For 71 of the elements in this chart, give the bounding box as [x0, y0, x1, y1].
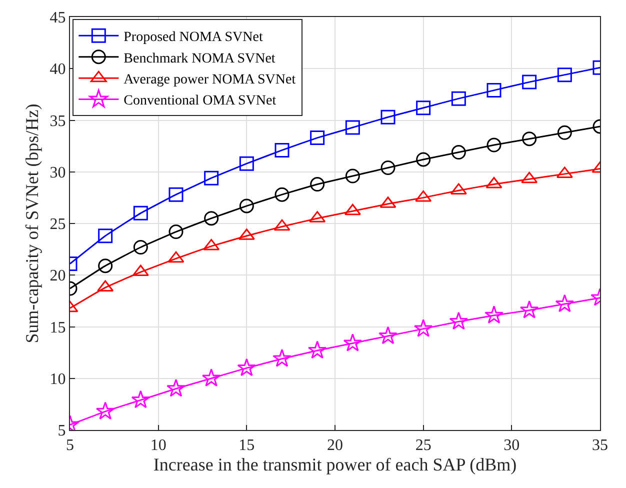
point — [416, 152, 431, 167]
point — [239, 198, 254, 214]
point — [449, 312, 468, 330]
y-tick-label: 25 — [50, 216, 66, 234]
legend-label: Benchmark NOMA SVNet — [124, 51, 276, 66]
point — [451, 145, 466, 160]
point — [168, 187, 184, 202]
point — [131, 390, 150, 408]
legend-label: Conventional OMA SVNet — [124, 94, 276, 109]
point — [98, 228, 113, 244]
point — [522, 74, 537, 90]
y-tick-label: 30 — [50, 164, 66, 182]
x-tick-label: 25 — [415, 437, 432, 454]
point — [97, 280, 114, 292]
x-tick-label: 10 — [150, 437, 166, 454]
y-tick-label: 10 — [50, 370, 66, 388]
point — [310, 177, 325, 192]
point — [378, 326, 398, 344]
point — [204, 211, 219, 226]
point — [202, 368, 221, 386]
point — [484, 306, 504, 324]
point — [345, 168, 360, 184]
point — [239, 156, 254, 171]
legend-label: Average power NOMA SVNet — [124, 72, 296, 88]
point — [486, 83, 502, 98]
y-tick-label: 35 — [50, 112, 66, 130]
point — [414, 318, 433, 337]
point — [451, 91, 466, 106]
y-tick-label: 15 — [50, 319, 66, 336]
y-tick-label: 45 — [50, 10, 66, 27]
point — [237, 358, 256, 376]
y-tick-label: 20 — [50, 268, 66, 285]
point — [133, 206, 148, 220]
y-tick-label: 5 — [58, 422, 66, 440]
point — [274, 142, 290, 158]
x-tick-label: 35 — [592, 437, 608, 454]
point — [168, 251, 184, 263]
point — [96, 402, 115, 420]
point — [343, 333, 362, 352]
point — [274, 219, 290, 231]
point — [557, 125, 572, 140]
point — [132, 264, 149, 276]
x-axis-title: Increase in the transmit power of each SAP (dBm) — [153, 454, 517, 474]
point — [486, 138, 502, 152]
point — [133, 240, 148, 254]
x-tick-label: 20 — [327, 437, 343, 454]
point — [522, 132, 537, 146]
x-tick-label: 15 — [238, 437, 255, 454]
point — [380, 110, 396, 124]
point — [98, 258, 113, 274]
point — [416, 100, 431, 116]
point — [308, 340, 327, 359]
legend-label: Proposed NOMA SVNet — [124, 30, 263, 46]
point — [166, 378, 186, 397]
point — [204, 170, 219, 186]
point — [415, 190, 432, 202]
point — [380, 160, 396, 175]
point — [344, 204, 361, 216]
point — [203, 238, 220, 250]
point — [310, 130, 325, 146]
point — [272, 348, 292, 367]
x-tick-label: 30 — [504, 437, 520, 454]
point — [168, 224, 184, 240]
point — [274, 187, 290, 202]
point — [520, 300, 539, 318]
point — [557, 68, 572, 82]
point — [521, 172, 538, 184]
y-tick-label: 40 — [50, 61, 66, 78]
y-axis-title: Sum-capacity of SVNet (bps/Hz) — [22, 104, 42, 344]
point — [345, 120, 360, 135]
point — [555, 294, 574, 312]
